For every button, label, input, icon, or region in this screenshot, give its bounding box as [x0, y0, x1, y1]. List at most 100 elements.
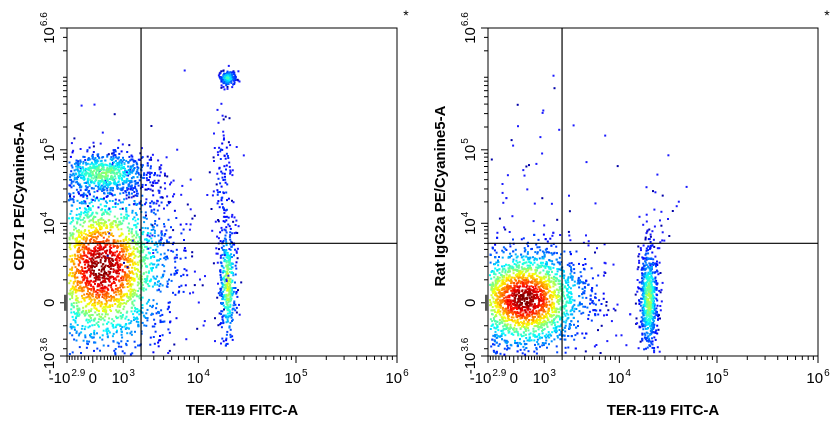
event-dot	[101, 208, 104, 211]
event-dot	[83, 216, 86, 219]
event-dot	[204, 275, 206, 278]
event-dot	[156, 283, 159, 286]
event-dot	[102, 175, 105, 178]
event-dot	[226, 183, 229, 186]
event-dot	[225, 256, 228, 259]
y-tick-exponent: 5	[39, 138, 50, 144]
event-dot	[104, 258, 107, 261]
event-dot	[539, 293, 542, 296]
event-dot	[113, 282, 116, 284]
event-dot	[150, 171, 153, 174]
event-dot	[559, 287, 562, 290]
event-dot	[96, 196, 98, 199]
event-dot	[125, 217, 128, 220]
event-dot	[109, 158, 112, 161]
event-dot	[160, 233, 163, 236]
event-dot	[499, 292, 502, 295]
event-dot	[127, 274, 130, 277]
event-dot	[235, 261, 238, 264]
event-dot	[125, 250, 128, 253]
event-dot	[105, 328, 108, 331]
event-dot	[71, 275, 74, 278]
event-dot	[508, 296, 511, 299]
event-dot	[89, 314, 92, 317]
event-dot	[225, 265, 228, 268]
event-dot	[96, 212, 99, 215]
event-dot	[225, 219, 228, 222]
event-dot	[85, 309, 88, 312]
event-dot	[231, 256, 233, 258]
event-dot	[225, 278, 228, 281]
event-dot	[141, 243, 144, 245]
event-dot	[159, 314, 162, 317]
population-5	[208, 64, 245, 318]
event-dot	[86, 277, 89, 280]
event-dot	[97, 295, 100, 298]
event-dot	[134, 202, 137, 205]
event-dot	[102, 274, 105, 277]
event-dot	[119, 167, 122, 170]
event-dot	[90, 289, 93, 292]
event-dot	[224, 157, 227, 160]
event-dot	[145, 188, 148, 191]
event-dot	[115, 284, 118, 287]
event-dot	[83, 276, 86, 279]
event-dot	[150, 278, 153, 281]
event-dot	[92, 286, 95, 289]
event-dot	[125, 302, 128, 305]
event-dot	[525, 318, 528, 321]
event-dot	[217, 200, 220, 203]
event-dot	[119, 257, 122, 260]
event-dot	[111, 221, 114, 224]
event-dot	[226, 312, 229, 315]
event-dot	[592, 309, 595, 312]
event-dot	[212, 190, 215, 193]
event-dot	[81, 267, 84, 270]
event-dot	[223, 259, 226, 261]
event-dot	[134, 289, 137, 292]
event-dot	[551, 331, 554, 334]
event-dot	[94, 282, 96, 285]
event-dot	[105, 195, 108, 198]
event-dot	[555, 314, 558, 317]
event-dot	[223, 228, 226, 231]
event-dot	[71, 287, 74, 289]
event-dot	[229, 231, 232, 234]
event-dot	[551, 260, 554, 263]
event-dot	[130, 278, 133, 281]
event-dot	[134, 268, 137, 271]
event-dot	[81, 294, 83, 297]
event-dot	[117, 181, 120, 184]
event-dot	[93, 349, 95, 352]
event-dot	[232, 201, 235, 204]
event-dot	[233, 254, 235, 257]
event-dot	[96, 291, 99, 294]
event-dot	[225, 146, 228, 149]
event-dot	[92, 141, 95, 144]
event-dot	[231, 73, 234, 76]
event-dot	[126, 292, 128, 295]
event-dot	[110, 188, 113, 191]
event-dot	[110, 178, 113, 181]
event-dot	[158, 190, 161, 193]
event-dot	[98, 252, 101, 255]
event-dot	[128, 255, 131, 258]
event-dot	[84, 270, 87, 273]
event-dot	[110, 233, 113, 236]
event-dot	[141, 306, 144, 309]
event-dot	[540, 323, 543, 326]
event-dot	[114, 220, 117, 222]
event-dot	[81, 270, 84, 273]
event-dot	[534, 315, 536, 318]
event-dot	[491, 320, 494, 323]
event-dot	[132, 304, 135, 307]
event-dot	[128, 327, 130, 330]
event-dot	[111, 159, 113, 161]
event-dot	[106, 256, 109, 259]
event-dot	[563, 250, 566, 253]
event-dot	[151, 234, 154, 237]
event-dot	[116, 341, 119, 344]
event-dot	[132, 218, 134, 221]
event-dot	[109, 244, 112, 247]
